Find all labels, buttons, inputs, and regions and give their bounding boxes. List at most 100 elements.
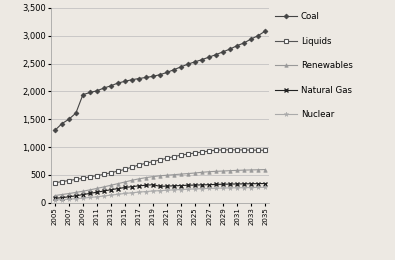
Renewables xyxy=(263,168,267,171)
Natural Gas xyxy=(150,183,155,186)
Nuclear xyxy=(81,197,85,200)
Liquids xyxy=(199,151,204,154)
Coal xyxy=(158,73,162,76)
Coal xyxy=(235,44,239,47)
Natural Gas xyxy=(199,183,204,186)
Liquids xyxy=(179,154,183,157)
Liquids xyxy=(144,162,149,165)
Natural Gas xyxy=(109,188,113,191)
Natural Gas xyxy=(94,191,99,194)
Liquids xyxy=(102,173,106,176)
Line: Natural Gas: Natural Gas xyxy=(53,181,267,200)
Coal xyxy=(171,68,176,71)
Renewables xyxy=(144,176,149,179)
Liquids xyxy=(66,179,71,182)
Nuclear xyxy=(228,186,232,190)
Coal xyxy=(60,122,64,125)
Natural Gas xyxy=(214,183,218,186)
Nuclear xyxy=(122,192,127,195)
Natural Gas xyxy=(186,184,190,187)
Renewables xyxy=(109,184,113,187)
Coal xyxy=(165,71,169,74)
Coal xyxy=(242,41,246,44)
Renewables xyxy=(137,177,141,180)
Natural Gas xyxy=(88,192,92,195)
Liquids xyxy=(249,148,254,152)
Nuclear xyxy=(171,188,176,191)
Renewables xyxy=(81,190,85,193)
Nuclear xyxy=(116,193,120,196)
Natural Gas xyxy=(137,184,141,187)
Nuclear xyxy=(263,186,267,189)
Renewables xyxy=(228,169,232,172)
Liquids xyxy=(235,148,239,151)
Nuclear xyxy=(235,186,239,189)
Renewables xyxy=(66,192,71,195)
Nuclear xyxy=(221,186,226,190)
Natural Gas xyxy=(242,182,246,185)
Nuclear xyxy=(53,198,57,202)
Renewables xyxy=(249,168,254,172)
Liquids xyxy=(186,152,190,155)
Coal xyxy=(214,53,218,56)
Liquids xyxy=(158,158,162,161)
Liquids xyxy=(109,171,113,174)
Nuclear xyxy=(144,190,149,193)
Natural Gas xyxy=(179,184,183,187)
Nuclear xyxy=(199,187,204,190)
Renewables xyxy=(53,194,57,197)
Coal xyxy=(144,76,149,79)
Coal xyxy=(221,50,226,53)
Coal xyxy=(94,89,99,92)
Renewables xyxy=(158,174,162,177)
Renewables xyxy=(214,170,218,173)
Renewables xyxy=(242,168,246,172)
Natural Gas xyxy=(165,185,169,188)
Line: Liquids: Liquids xyxy=(53,148,267,185)
Liquids xyxy=(60,180,64,183)
Renewables xyxy=(179,173,183,176)
Coal xyxy=(228,48,232,51)
Renewables xyxy=(102,185,106,188)
Coal xyxy=(150,75,155,78)
Natural Gas xyxy=(122,186,127,189)
Nuclear xyxy=(66,198,71,201)
Renewables xyxy=(116,182,120,185)
Liquids xyxy=(137,163,141,166)
Liquids xyxy=(263,149,267,152)
Liquids xyxy=(88,175,92,178)
Liquids xyxy=(256,149,260,152)
Nuclear xyxy=(130,191,134,194)
Coal xyxy=(263,30,267,33)
Natural Gas xyxy=(193,184,198,187)
Coal xyxy=(116,81,120,84)
Line: Coal: Coal xyxy=(53,29,267,132)
Renewables xyxy=(171,173,176,176)
Coal xyxy=(122,80,127,83)
Nuclear xyxy=(186,188,190,191)
Natural Gas xyxy=(249,182,254,185)
Natural Gas xyxy=(235,183,239,186)
Liquids xyxy=(242,148,246,152)
Renewables xyxy=(130,179,134,182)
Natural Gas xyxy=(130,185,134,188)
Coal xyxy=(137,77,141,80)
Natural Gas xyxy=(158,185,162,188)
Renewables xyxy=(73,191,78,194)
Natural Gas xyxy=(81,193,85,196)
Coal xyxy=(207,56,211,59)
Renewables xyxy=(199,171,204,174)
Nuclear xyxy=(73,197,78,200)
Liquids xyxy=(53,181,57,184)
Natural Gas xyxy=(102,190,106,193)
Liquids xyxy=(73,178,78,181)
Nuclear xyxy=(179,188,183,191)
Nuclear xyxy=(137,191,141,194)
Renewables xyxy=(221,170,226,173)
Renewables xyxy=(165,174,169,177)
Natural Gas xyxy=(263,182,267,185)
Renewables xyxy=(186,172,190,175)
Renewables xyxy=(122,180,127,184)
Renewables xyxy=(60,193,64,196)
Liquids xyxy=(94,174,99,177)
